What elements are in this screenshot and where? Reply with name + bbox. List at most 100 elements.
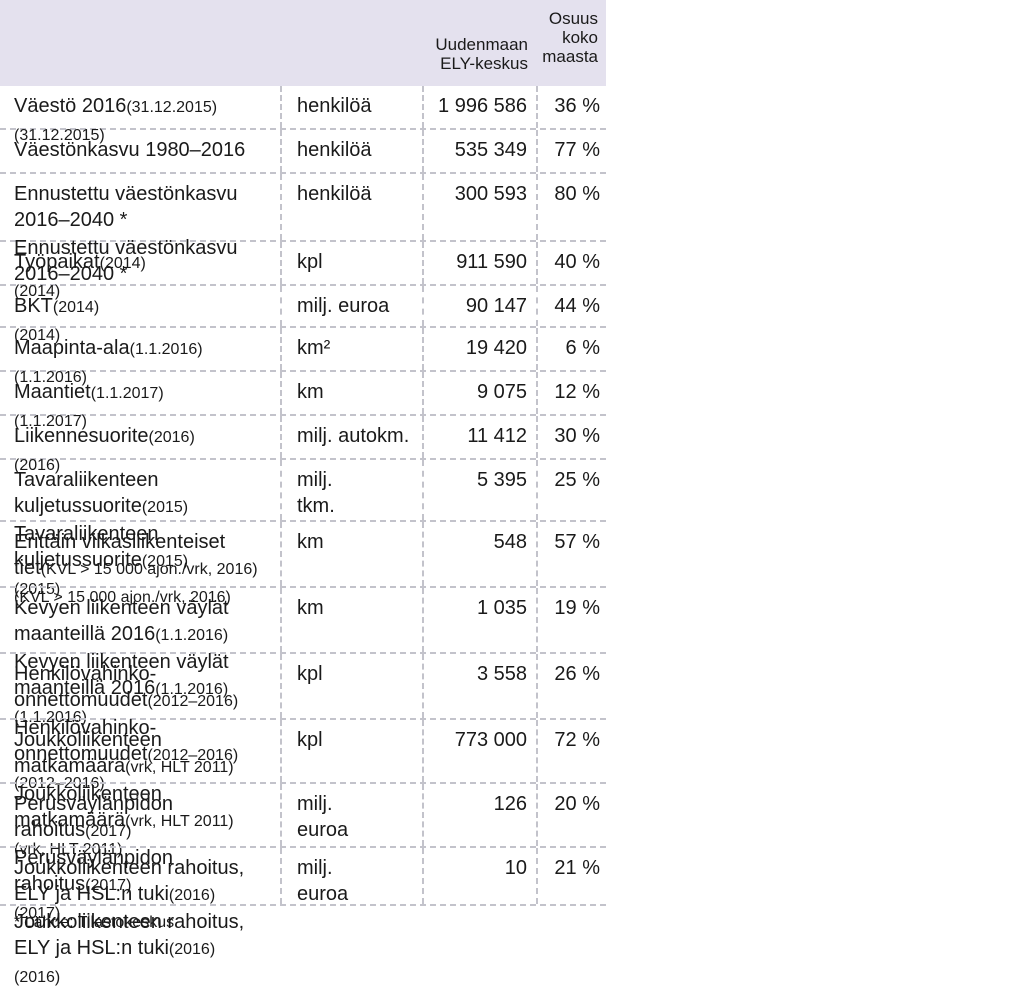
row-unit: henkilöä [297, 139, 372, 161]
row-label-text: Kevyen liikenteen väylät maanteillä 2016 [14, 597, 229, 645]
column-divider [280, 720, 282, 782]
table-row: Erittäin vilkasliikenteiset tiet(KVL > 1… [0, 522, 606, 606]
row-value: 911 590 [456, 251, 527, 273]
row-share: 19 % [554, 597, 600, 619]
column-divider [280, 130, 282, 172]
column-divider [422, 86, 424, 128]
table-body: Väestö 2016(31.12.2015) (31.12.2015) henki… [0, 86, 606, 986]
column-divider [536, 848, 538, 904]
row-label: Työpaikat(2014) (2014) [0, 242, 278, 300]
table-row: Joukkoliikenteen matkamäärä (vrk, HLT 201… [0, 720, 606, 858]
table-header: Uudenmaan ELY-keskus Osuus koko maasta [0, 0, 606, 86]
row-label-note: (2015) [141, 499, 189, 516]
row-label-note: (2016) [14, 457, 61, 474]
row-label-note: (31.12.2015) [126, 99, 218, 116]
row-label-note: (2012–2016) [147, 693, 239, 710]
row-label-note: (2016) [168, 887, 216, 904]
column-divider [422, 654, 424, 718]
column-divider [536, 286, 538, 326]
row-label-text: Työpaikat [14, 251, 100, 273]
row-label: Tavaraliikenteen kuljetussuorite(2015) Ta… [0, 460, 278, 598]
column-divider [280, 588, 282, 652]
column-divider [536, 460, 538, 520]
row-label: Maantiet(1.1.2017) (1.1.2017) [0, 372, 278, 430]
row-share: 12 % [554, 381, 600, 403]
column-divider [536, 86, 538, 128]
row-value: 126 [493, 793, 527, 815]
column-divider [536, 654, 538, 718]
row-share: 36 % [554, 95, 600, 117]
table-row: Liikennesuorite(2016) (2016) milj. autokm.… [0, 416, 606, 474]
column-divider [422, 460, 424, 520]
column-divider [422, 848, 424, 904]
row-label-text: Tavaraliikenteen kuljetussuorite [14, 523, 159, 571]
row-label-note: (KVL > 15 000 ajon./vrk, 2016) [40, 561, 258, 578]
row-value: 11 412 [467, 425, 527, 447]
row-label-text: Väestö 2016 [14, 95, 127, 117]
table-row: Tavaraliikenteen kuljetussuorite(2015) Ta… [0, 460, 606, 598]
row-label-text: Henkilövahinko- onnettomuudet [14, 663, 157, 711]
row-label: Väestö 2016(31.12.2015) (31.12.2015) [0, 86, 278, 144]
column-divider [536, 242, 538, 284]
row-label-note: (31.12.2015) [14, 127, 105, 144]
row-share: 57 % [554, 531, 600, 553]
row-value: 10 [504, 857, 527, 879]
column-divider [280, 286, 282, 326]
header-ely: Uudenmaan ELY-keskus [435, 35, 528, 73]
row-label-note: (1.1.2017) [14, 413, 87, 430]
row-unit: milj. euroa [297, 295, 390, 317]
column-divider [280, 242, 282, 284]
column-divider [536, 372, 538, 414]
row-label-note: (1.1.2016) [14, 369, 87, 386]
row-label-note: (KVL > 15 000 ajon./vrk, 2016) [14, 589, 231, 606]
row-label: Joukkoliikenteen rahoitus, ELY ja HSL:n … [0, 848, 278, 986]
row-label-note: (2017) [85, 877, 132, 894]
row-label: Ennustettu väestönkasvu 2016–2040 * Ennus… [0, 174, 278, 285]
row-label: Maapinta-ala(1.1.2016) (1.1.2016) [0, 328, 278, 386]
row-unit: henkilöä [297, 183, 372, 205]
row-unit: km [297, 597, 324, 619]
row-value: 1 035 [476, 597, 527, 619]
row-label-text: Liikennesuorite [14, 425, 149, 447]
row-value: 773 000 [454, 729, 527, 751]
row-label: Joukkoliikenteen matkamäärä (vrk, HLT 201… [0, 720, 278, 858]
row-value: 90 147 [465, 295, 527, 317]
row-share: 44 % [554, 295, 600, 317]
row-label-text: Kevyen liikenteen väylät maanteillä 2016 [14, 651, 229, 699]
row-share: 20 % [554, 793, 600, 815]
footnote: * Lähde: Tilastokeskus [14, 914, 175, 931]
row-share: 21 % [554, 857, 600, 879]
row-label-note: (2016) [14, 969, 61, 986]
row-label-note: (2014) [14, 283, 61, 300]
row-label-text: Joukkoliikenteen matkamäärä [14, 729, 162, 777]
row-label-text: Maantiet [14, 381, 91, 403]
row-label-text: Perusväylänpidon rahoitus [14, 793, 173, 841]
column-divider [422, 416, 424, 458]
column-divider [280, 460, 282, 520]
column-divider [422, 372, 424, 414]
row-share: 72 % [554, 729, 600, 751]
row-label: Henkilövahinko- onnettomuudet(2012–2016)… [0, 654, 278, 792]
row-unit: km² [297, 337, 331, 359]
row-unit: milj. euroa [297, 857, 349, 905]
row-unit: km [297, 531, 324, 553]
column-divider [280, 328, 282, 370]
column-divider [422, 720, 424, 782]
row-label-note: (vrk, HLT 2011) [14, 841, 123, 858]
row-unit: milj. autokm. [297, 425, 410, 447]
row-label: Väestönkasvu 1980–2016 [0, 130, 278, 172]
row-label-text: Maapinta-ala [14, 337, 130, 359]
row-label-text: Väestönkasvu 1980–2016 [14, 139, 246, 161]
row-label-text: Henkilövahinko- onnettomuudet [14, 717, 157, 765]
column-divider [536, 130, 538, 172]
row-label-note: (2014) [14, 327, 61, 344]
statistics-table: Uudenmaan ELY-keskus Osuus koko maasta V… [0, 0, 606, 986]
column-divider [536, 720, 538, 782]
table-row: Maapinta-ala(1.1.2016) (1.1.2016) km² 19 42… [0, 328, 606, 386]
row-label-note: (2014) [99, 255, 146, 272]
column-divider [422, 242, 424, 284]
row-share: 26 % [554, 663, 600, 685]
column-divider [422, 174, 424, 240]
row-label-note: (1.1.2016) [129, 341, 203, 358]
row-label-text: Ennustettu väestönkasvu 2016–2040 * [14, 183, 238, 231]
